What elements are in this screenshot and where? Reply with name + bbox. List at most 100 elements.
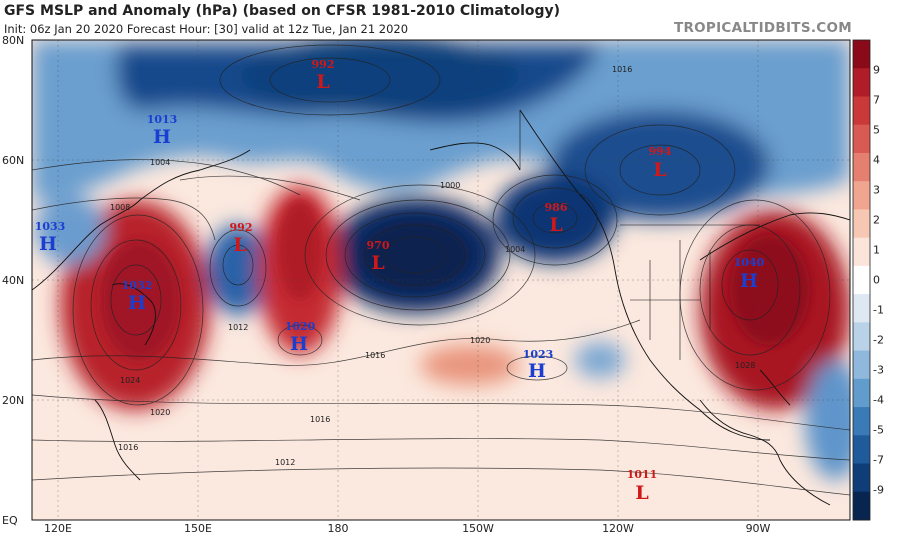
pressure-symbol: H [128, 292, 146, 314]
pressure-symbol: L [635, 482, 648, 504]
low-center-970-aleutian: 970 L [367, 239, 390, 274]
pressure-value: 994 [649, 145, 672, 158]
baja-blue-anomaly [575, 342, 625, 378]
pressure-symbol: H [39, 233, 57, 255]
colorbar-swatch [853, 209, 870, 239]
colorbar-label: 0 [873, 273, 880, 287]
colorbar-label: 1 [873, 243, 880, 257]
low-center-1011-tropical: 1011 L [627, 468, 658, 504]
colorbar-swatch [853, 152, 870, 182]
isobars [32, 44, 850, 496]
isobar-label: 1020 [470, 336, 490, 345]
subtropical-ridge-anomaly [420, 345, 520, 385]
mongolia-blue-anomaly [35, 195, 105, 265]
lon-label-120w: 120W [602, 522, 634, 535]
high-center-1033-mongolia: 1033 H [35, 220, 66, 255]
colorbar-swatch [853, 181, 870, 210]
lat-label-20n: 20N [2, 394, 25, 407]
colorbar-frame [852, 39, 871, 521]
pressure-symbol: H [528, 360, 546, 382]
brand-watermark: TROPICALTIDBITS.COM [673, 20, 852, 36]
pressure-value: 1040 [734, 256, 765, 269]
east-asia-core [100, 240, 180, 360]
pressure-value: 986 [545, 201, 568, 214]
pressure-value: 1011 [627, 468, 658, 481]
colorbar-swatch [853, 407, 870, 436]
isobar-label: 1028 [735, 361, 755, 370]
eastern-us-core [730, 235, 810, 345]
lat-label-60n: 60N [2, 154, 25, 167]
colorbar-swatch [853, 378, 870, 408]
pressure-value: 1023 [523, 348, 554, 361]
low-center-994-canada: 994 L [649, 145, 672, 181]
lat-label-eq: EQ [2, 514, 18, 527]
aleutian-core [360, 220, 470, 290]
isobar-label: 1016 [365, 351, 385, 360]
colorbar-swatch [853, 435, 870, 465]
high-center-1013-siberia: 1013 H [147, 113, 178, 148]
pressure-value: 1013 [147, 113, 178, 126]
colorbar-swatch [853, 124, 870, 154]
colorbar-swatch [853, 40, 870, 69]
isobar-label: 1016 [612, 65, 632, 74]
atlantic-blue-anomaly [805, 360, 850, 480]
low-center-992-bering: 992 L [312, 58, 335, 93]
lon-label-150e: 150E [184, 522, 212, 535]
bering-low-anomaly [240, 40, 520, 115]
pressure-value: 992 [312, 58, 335, 71]
isobar-label: 1004 [505, 245, 525, 254]
lon-label-150w: 150W [462, 522, 494, 535]
colorbar-swatch [853, 491, 870, 521]
pressure-symbol: H [290, 333, 308, 355]
map-subtitle: Init: 06z Jan 20 2020 Forecast Hour: [30… [4, 22, 409, 36]
high-center-1020-pacific: 1020 H [285, 320, 316, 355]
colorbar-label: -7 [873, 453, 884, 467]
low-center-992-kamchatka: 992 L [230, 221, 253, 256]
colorbar-label: -9 [873, 483, 884, 497]
coastlines [32, 109, 850, 506]
lon-label-90w: 90W [745, 522, 771, 535]
isobar-labels: 1004 1008 1012 1016 1020 1024 1000 1028 … [110, 65, 755, 467]
colorbar-label: -3 [873, 363, 884, 377]
pressure-symbol: L [371, 252, 384, 274]
colorbar-label: 5 [873, 123, 880, 137]
colorbar-swatch [853, 294, 870, 323]
colorbar-swatch [853, 265, 870, 295]
gulf-low-anomaly [495, 173, 615, 263]
colorbar-label: 3 [873, 183, 880, 197]
pressure-symbol: L [549, 214, 562, 236]
colorbar-swatch [853, 350, 870, 380]
isobar-label: 1012 [275, 458, 295, 467]
colorbar-label: 7 [873, 93, 880, 107]
lon-label-180: 180 [327, 522, 349, 535]
pressure-symbol: H [740, 270, 758, 292]
pressure-centers: 992 L 1013 H 994 L 1033 H 992 L 970 L [35, 58, 765, 504]
anomaly-colorbar [852, 39, 871, 521]
colorbar-label: -2 [873, 333, 884, 347]
high-center-1032-japan: 1032 H [122, 279, 153, 314]
pressure-symbol: L [653, 159, 666, 181]
political-borders [519, 110, 760, 360]
high-center-1023-subtropical: 1023 H [523, 348, 554, 382]
isobar-label: 1020 [150, 408, 170, 417]
colorbar-swatch [853, 237, 870, 267]
colorbar-label: -5 [873, 423, 884, 437]
map-frame [31, 39, 851, 521]
map-title: GFS MSLP and Anomaly (hPa) (based on CFS… [4, 3, 561, 19]
colorbar-label: -1 [873, 303, 884, 317]
pressure-value: 1020 [285, 320, 316, 333]
colorbar-swatch [853, 322, 870, 352]
pressure-value: 1033 [35, 220, 66, 233]
colorbar-label: 9 [873, 63, 880, 77]
isobar-label: 1016 [118, 443, 138, 452]
pressure-symbol: L [233, 234, 246, 256]
pressure-value: 1032 [122, 279, 153, 292]
isobar-label: 1004 [150, 158, 170, 167]
isobar-label: 1024 [120, 376, 140, 385]
high-center-1040-eastern-us: 1040 H [734, 256, 765, 292]
isobar-label: 1016 [310, 415, 330, 424]
canada-low-anomaly [550, 110, 770, 220]
isobar-label: 1000 [440, 181, 460, 190]
colorbar-label: -4 [873, 393, 884, 407]
isobar-label: 1012 [228, 323, 248, 332]
